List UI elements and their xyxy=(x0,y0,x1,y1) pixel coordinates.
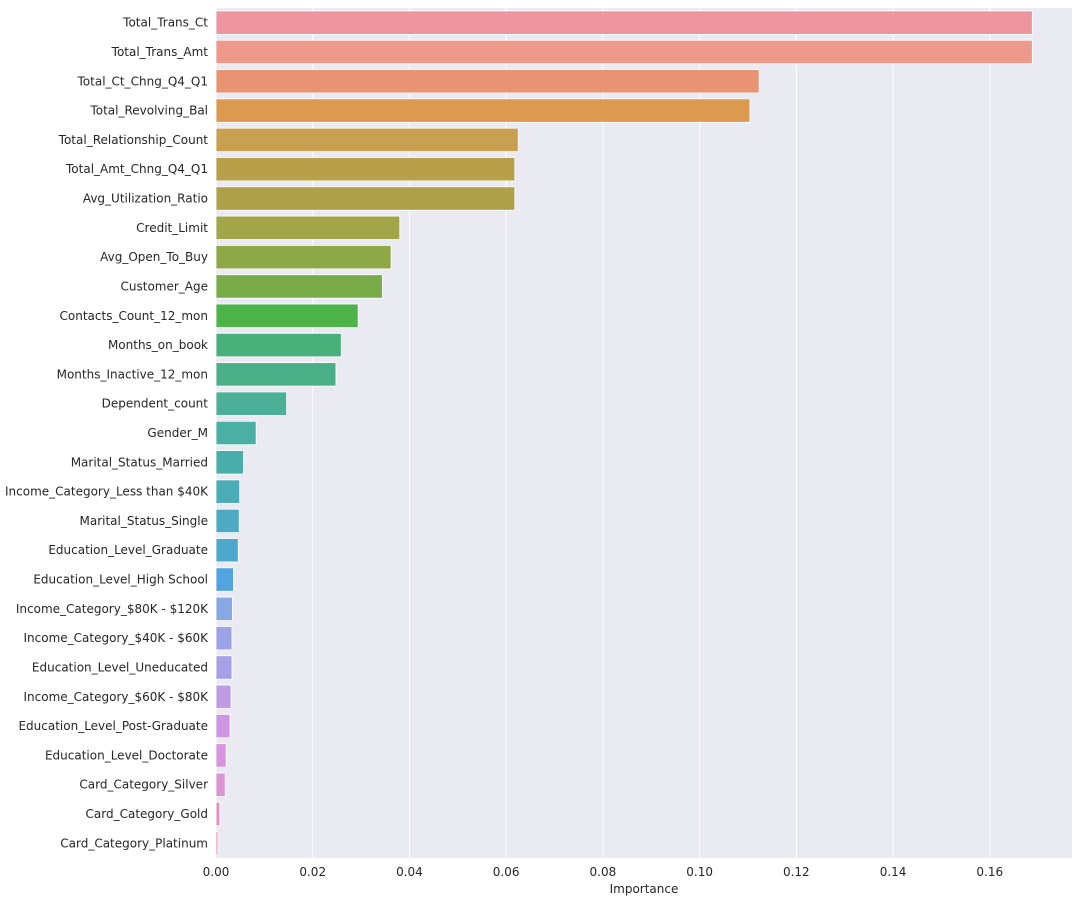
y-tick-label: Education_Level_Graduate xyxy=(48,543,208,557)
y-tick-label: Income_Category_$40K - $60K xyxy=(24,631,210,645)
bar xyxy=(215,157,516,182)
bar xyxy=(215,420,257,446)
y-tick-label: Income_Category_$60K - $80K xyxy=(24,690,210,704)
bar xyxy=(215,626,233,651)
y-tick-label: Months_Inactive_12_mon xyxy=(57,367,208,381)
y-tick-label: Contacts_Count_12_mon xyxy=(60,309,208,323)
x-tick-label: 0.08 xyxy=(590,865,617,879)
y-tick-label: Customer_Age xyxy=(121,279,209,293)
bar xyxy=(215,479,241,504)
y-tick-label: Total_Ct_Chng_Q4_Q1 xyxy=(77,74,208,88)
y-tick-labels: Total_Trans_Ct Total_Trans_Amt Total_Ct_Ch… xyxy=(5,16,209,851)
bar xyxy=(215,743,227,768)
y-tick-label: Total_Revolving_Bal xyxy=(89,104,208,118)
bar xyxy=(215,772,226,797)
bar xyxy=(215,538,239,563)
bars xyxy=(215,10,1033,856)
bar xyxy=(215,362,337,387)
y-tick-label: Total_Amt_Chng_Q4_Q1 xyxy=(65,162,208,176)
bar xyxy=(215,274,383,299)
y-tick-label: Credit_Limit xyxy=(136,221,208,235)
bar xyxy=(215,684,232,709)
y-tick-label: Marital_Status_Married xyxy=(71,455,208,469)
y-tick-label: Education_Level_Post-Graduate xyxy=(18,719,208,733)
y-tick-label: Card_Category_Gold xyxy=(86,807,208,821)
y-tick-label: Education_Level_Uneducated xyxy=(32,660,208,674)
bar xyxy=(215,245,392,270)
x-tick-label: 0.14 xyxy=(880,865,907,879)
bar xyxy=(215,391,288,416)
x-tick-label: 0.00 xyxy=(203,865,230,879)
y-tick-label: Education_Level_High School xyxy=(33,573,208,587)
bar xyxy=(215,567,234,592)
y-tick-label: Avg_Utilization_Ratio xyxy=(83,192,208,206)
bar xyxy=(215,10,1033,35)
bar xyxy=(215,127,519,153)
y-tick-label: Education_Level_Doctorate xyxy=(45,748,208,762)
x-tick-label: 0.02 xyxy=(299,865,326,879)
x-tick-label: 0.12 xyxy=(783,865,810,879)
bar xyxy=(215,450,244,475)
bar xyxy=(215,713,231,739)
y-tick-label: Total_Relationship_Count xyxy=(58,133,209,147)
x-tick-label: 0.10 xyxy=(686,865,713,879)
x-tick-label: 0.06 xyxy=(493,865,520,879)
bar xyxy=(215,98,751,123)
x-tick-label: 0.04 xyxy=(396,865,423,879)
bar xyxy=(215,332,342,358)
bar xyxy=(215,831,219,856)
y-tick-label: Gender_M xyxy=(147,426,208,440)
bar xyxy=(215,596,233,621)
y-tick-label: Income_Category_$80K - $120K xyxy=(16,602,209,616)
bar xyxy=(215,186,516,211)
x-tick-label: 0.16 xyxy=(976,865,1003,879)
x-axis-label: Importance xyxy=(610,882,679,896)
y-tick-label: Dependent_count xyxy=(102,397,209,411)
y-tick-label: Avg_Open_To_Buy xyxy=(100,250,208,264)
bar xyxy=(215,655,233,680)
y-tick-label: Card_Category_Platinum xyxy=(60,836,208,850)
y-tick-label: Marital_Status_Single xyxy=(80,514,209,528)
y-tick-label: Total_Trans_Ct xyxy=(122,16,208,30)
y-tick-label: Total_Trans_Amt xyxy=(111,45,209,59)
bar xyxy=(215,215,401,240)
x-tick-labels: 0.00 0.02 0.04 0.06 0.08 0.10 0.12 0.14 0.16 xyxy=(203,865,1004,879)
bar xyxy=(215,39,1033,65)
bar xyxy=(215,69,760,94)
bar xyxy=(215,801,221,827)
y-tick-label: Income_Category_Less than $40K xyxy=(5,485,209,499)
bar xyxy=(215,508,240,534)
bar xyxy=(215,303,359,328)
y-tick-label: Months_on_book xyxy=(108,338,208,352)
y-tick-label: Card_Category_Silver xyxy=(79,778,208,792)
